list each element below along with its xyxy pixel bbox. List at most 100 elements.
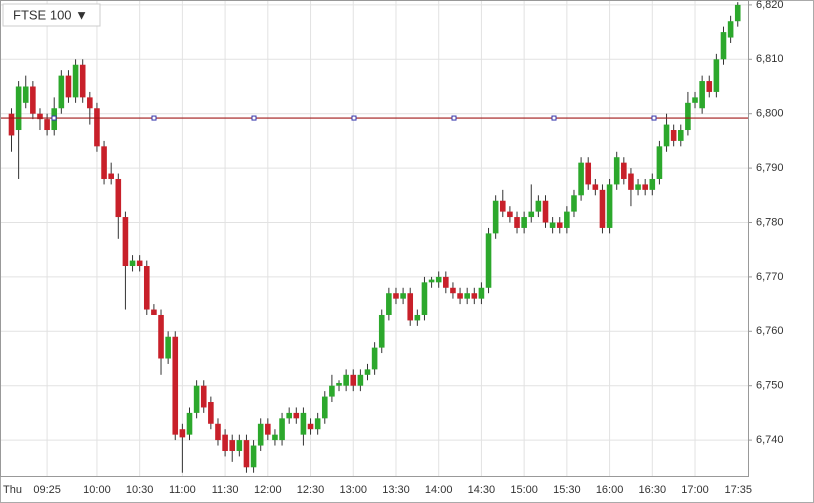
y-tick-label: 6,760: [756, 325, 784, 337]
x-tick-label: 14:00: [425, 484, 453, 496]
y-tick-label: 6,740: [756, 434, 784, 446]
candle-body: [421, 282, 428, 315]
candle-body: [585, 162, 592, 185]
candle-body: [279, 418, 285, 441]
candle-body: [272, 434, 278, 441]
candle-body: [58, 75, 65, 109]
candle-body: [727, 21, 734, 38]
candle-body: [414, 314, 421, 321]
candle-body: [592, 184, 599, 190]
candle-body: [336, 382, 342, 386]
candle-body: [108, 173, 114, 179]
x-tick-label: 12:00: [254, 484, 282, 496]
x-tick-label: 13:30: [382, 484, 410, 496]
x-tick-label: 10:00: [83, 484, 111, 496]
reference-marker: [651, 115, 657, 121]
candle-body: [186, 412, 193, 435]
candle-body: [79, 64, 86, 98]
candle-body: [535, 200, 542, 212]
candle-body: [30, 86, 36, 114]
candle-body: [257, 423, 264, 446]
candle-body: [699, 81, 705, 109]
candle-body: [542, 200, 549, 223]
candle-body: [229, 440, 236, 451]
candle-body: [706, 81, 713, 92]
reference-marker: [51, 115, 57, 121]
x-tick-label: 12:30: [297, 484, 325, 496]
candle-body: [635, 184, 641, 190]
candle-body: [400, 293, 406, 299]
candle-body: [613, 157, 620, 185]
x-tick-label: Thu: [3, 484, 22, 496]
candle-body: [129, 260, 136, 267]
candle-body: [321, 396, 328, 419]
reference-marker: [451, 115, 457, 121]
candle-body: [208, 402, 214, 424]
candle-body: [15, 86, 22, 131]
x-tick-label: 10:30: [126, 484, 154, 496]
candle-body: [599, 189, 606, 228]
candle-body: [720, 32, 727, 60]
x-tick-label: 09:25: [33, 484, 61, 496]
reference-marker: [251, 115, 257, 121]
candle-body: [8, 113, 15, 136]
candle-body: [450, 287, 456, 294]
candle-body: [250, 445, 257, 468]
y-tick-label: 6,770: [756, 271, 784, 283]
candle-body: [628, 173, 634, 190]
y-tick-label: 6,810: [756, 53, 784, 65]
candle-body: [222, 434, 228, 451]
candle-body: [314, 418, 321, 430]
candle-body: [22, 86, 29, 103]
chart-title: FTSE 100 ▼: [13, 7, 88, 22]
candle-body: [464, 293, 470, 299]
candle-body: [286, 412, 292, 419]
candle-body: [265, 423, 271, 435]
candle-body: [521, 217, 527, 228]
candle-body: [578, 162, 584, 196]
candle-body: [685, 102, 691, 131]
candle-body: [236, 440, 243, 451]
x-tick-label: 16:00: [596, 484, 624, 496]
x-tick-label: 15:30: [553, 484, 581, 496]
x-tick-label: 17:35: [724, 484, 752, 496]
candle-body: [692, 97, 698, 103]
x-tick-label: 11:00: [169, 484, 196, 496]
candle-body: [215, 423, 221, 441]
candle-body: [72, 64, 79, 98]
plot-border: [0, 0, 749, 477]
y-tick-label: 6,820: [756, 0, 784, 11]
candle-body: [492, 200, 499, 234]
candle-body: [663, 124, 670, 147]
title-box: [2, 3, 101, 27]
candle-body: [350, 374, 357, 386]
candle-body: [200, 385, 207, 408]
candle-body: [571, 195, 577, 212]
y-tick-label: 6,790: [756, 162, 784, 174]
candle-body: [165, 336, 171, 359]
y-tick-label: 6,750: [756, 380, 784, 392]
candle-body: [443, 276, 449, 288]
candle-body: [101, 146, 107, 179]
x-tick-label: 13:00: [339, 484, 367, 496]
candle-body: [37, 113, 43, 120]
candle-body: [87, 97, 93, 109]
candle-body: [143, 266, 150, 310]
candle-body: [243, 440, 250, 468]
candle-body: [158, 314, 164, 359]
candle-body: [457, 293, 463, 299]
candle-body: [364, 369, 371, 375]
candle-body: [528, 211, 535, 218]
candle-body: [677, 130, 684, 141]
candle-body: [435, 276, 442, 283]
candle-body: [329, 385, 335, 397]
candle-body: [172, 336, 179, 435]
x-tick-label: 16:30: [639, 484, 667, 496]
y-tick-label: 6,780: [756, 216, 784, 228]
reference-marker: [351, 115, 357, 121]
reference-marker: [551, 115, 557, 121]
candle-body: [393, 293, 399, 299]
